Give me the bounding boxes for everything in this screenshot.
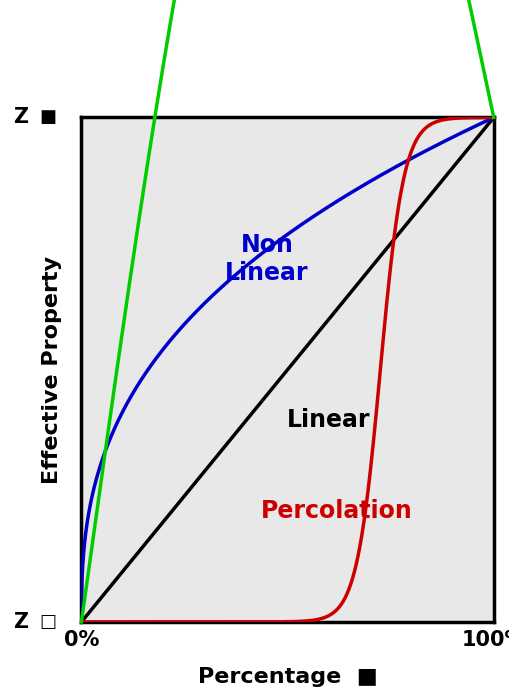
Text: Percolation: Percolation <box>261 499 413 523</box>
Text: Z: Z <box>13 612 28 632</box>
Text: Non
Linear: Non Linear <box>225 233 309 285</box>
Y-axis label: Effective Property: Effective Property <box>42 256 62 484</box>
Text: □: □ <box>40 613 56 631</box>
Text: ■: ■ <box>40 108 56 126</box>
Text: Z: Z <box>13 108 28 127</box>
Text: Linear: Linear <box>287 408 371 432</box>
Text: Percentage  ■: Percentage ■ <box>197 668 378 688</box>
